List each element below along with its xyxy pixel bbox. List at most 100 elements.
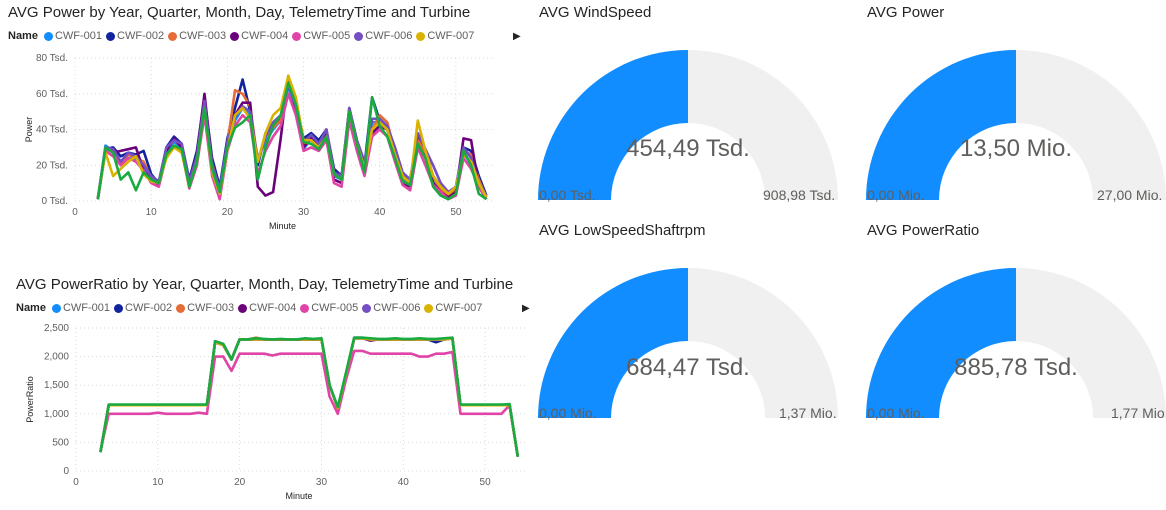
gauge-max-label: 908,98 Tsd. [763, 187, 836, 203]
gauge-windspeed[interactable]: AVG WindSpeed 454,49 Tsd. 0,00 Tsd. 908,… [533, 0, 858, 215]
legend-item[interactable]: CWF-006 [362, 302, 420, 314]
gauge-max-label: 1,77 Mio. [1111, 405, 1166, 421]
legend-item[interactable]: CWF-005 [292, 30, 350, 42]
x-tick-label: 20 [234, 477, 246, 488]
ratio-chart-legend: Name CWF-001 CWF-002 CWF-003 CWF-004 CWF-005… [16, 302, 486, 314]
legend-marker-icon [51, 303, 61, 313]
x-axis-title: Minute [285, 491, 312, 501]
gauge-title: AVG WindSpeed [539, 4, 652, 21]
legend-marker-icon [354, 31, 364, 41]
legend-label: CWF-003 [187, 302, 235, 314]
legend-marker-icon [168, 31, 178, 41]
legend-title: Name [8, 30, 38, 42]
gauge-min-label: 0,00 Tsd. [539, 187, 596, 203]
ratio-line-chart-visual[interactable]: AVG PowerRatio by Year, Quarter, Month, … [0, 268, 530, 510]
gauge-value: 13,50 Mio. [959, 135, 1073, 162]
legend-item[interactable]: CWF-003 [168, 30, 226, 42]
legend-label: CWF-007 [435, 302, 483, 314]
legend-label: CWF-004 [249, 302, 297, 314]
legend-marker-icon [43, 31, 53, 41]
legend-item[interactable]: CWF-006 [354, 30, 412, 42]
gauge-title: AVG Power [867, 4, 945, 21]
y-tick-label: 1,500 [44, 380, 69, 391]
y-tick-label: 500 [52, 437, 69, 448]
gauge-min-label: 0,00 Mio. [867, 405, 925, 421]
legend-item[interactable]: CWF-002 [106, 30, 164, 42]
legend-item[interactable]: CWF-007 [424, 302, 482, 314]
x-tick-label: 0 [73, 477, 79, 488]
y-tick-label: 0 Tsd. [42, 196, 69, 207]
series-line[interactable] [99, 336, 520, 457]
x-tick-label: 30 [298, 207, 310, 218]
y-tick-label: 1,000 [44, 409, 69, 420]
gauge-max-label: 1,37 Mio. [779, 405, 837, 421]
legend-label: CWF-003 [179, 30, 227, 42]
y-axis-title: PowerRatio [25, 376, 35, 423]
y-axis-title: Power [24, 117, 34, 143]
gauge-max-label: 27,00 Mio. [1097, 187, 1163, 203]
legend-label: CWF-002 [125, 302, 173, 314]
x-tick-label: 50 [480, 477, 492, 488]
y-tick-label: 80 Tsd. [36, 53, 68, 64]
legend-marker-icon [416, 31, 426, 41]
x-tick-label: 30 [316, 477, 328, 488]
gauge-min-label: 0,00 Mio. [867, 187, 925, 203]
gauge-value: 885,78 Tsd. [954, 354, 1078, 381]
legend-marker-icon [292, 31, 302, 41]
legend-item[interactable]: CWF-004 [238, 302, 296, 314]
legend-label: CWF-004 [241, 30, 289, 42]
y-tick-label: 60 Tsd. [36, 89, 68, 100]
gauge-lowspeedshaftrpm[interactable]: AVG LowSpeedShaftrpm 684,47 Tsd. 0,00 Mi… [533, 218, 858, 433]
gauge-powerratio[interactable]: AVG PowerRatio 885,78 Tsd. 0,00 Mio. 1,7… [861, 218, 1166, 433]
x-tick-label: 10 [152, 477, 164, 488]
legend-more-arrow-icon[interactable]: ▶ [522, 303, 530, 314]
power-chart-plot[interactable]: 0 Tsd. 20 Tsd. 40 Tsd. 60 Tsd. 80 Tsd. 0 10 20 3… [0, 0, 530, 245]
y-tick-label: 20 Tsd. [36, 160, 68, 171]
gauge-power[interactable]: AVG Power 13,50 Mio. 0,00 Mio. 27,00 Mio… [861, 0, 1166, 215]
legend-marker-icon [106, 31, 116, 41]
legend-label: CWF-005 [311, 302, 359, 314]
gauge-min-label: 0,00 Mio. [539, 405, 597, 421]
series-line[interactable] [96, 81, 488, 201]
y-tick-label: 2,500 [44, 323, 69, 334]
gauge-title: AVG PowerRatio [867, 222, 980, 239]
legend-marker-icon [424, 303, 434, 313]
ratio-chart-plot[interactable]: 0 500 1,000 1,500 2,000 2,500 0 10 20 30 40 50 Minut… [0, 268, 530, 510]
legend-title: Name [16, 302, 46, 314]
legend-item[interactable]: CWF-004 [230, 30, 288, 42]
series-line[interactable] [99, 349, 520, 457]
legend-item[interactable]: CWF-005 [300, 302, 358, 314]
x-tick-label: 50 [450, 207, 462, 218]
legend-item[interactable]: CWF-002 [114, 302, 172, 314]
legend-label: CWF-005 [303, 30, 351, 42]
legend-label: CWF-006 [373, 302, 421, 314]
legend-more-arrow-icon[interactable]: ▶ [513, 31, 521, 42]
legend-marker-icon [114, 303, 124, 313]
ratio-chart-title: AVG PowerRatio by Year, Quarter, Month, … [16, 276, 514, 293]
power-line-chart-visual[interactable]: AVG Power by Year, Quarter, Month, Day, … [0, 0, 530, 245]
gauge-title: AVG LowSpeedShaftrpm [539, 222, 706, 239]
legend-item[interactable]: CWF-007 [416, 30, 474, 42]
x-tick-label: 10 [146, 207, 158, 218]
gauge-value: 684,47 Tsd. [626, 354, 750, 381]
legend-item[interactable]: CWF-001 [43, 30, 102, 42]
legend-label: CWF-006 [365, 30, 413, 42]
legend-marker-icon [176, 303, 186, 313]
gauge-value: 454,49 Tsd. [626, 135, 750, 162]
legend-marker-icon [230, 31, 240, 41]
gauge-fill[interactable] [866, 268, 1016, 418]
legend-marker-icon [238, 303, 248, 313]
y-tick-label: 40 Tsd. [36, 125, 68, 136]
power-chart-title: AVG Power by Year, Quarter, Month, Day, … [8, 4, 471, 21]
x-tick-label: 20 [222, 207, 234, 218]
y-tick-label: 0 [63, 466, 69, 477]
legend-label: CWF-007 [427, 30, 475, 42]
legend-label: CWF-001 [62, 302, 111, 314]
gauge-fill[interactable] [538, 268, 688, 418]
legend-item[interactable]: CWF-001 [51, 302, 111, 314]
legend-item[interactable]: CWF-003 [176, 302, 234, 314]
gauge-fill[interactable] [866, 50, 1016, 200]
gauge-fill[interactable] [538, 50, 688, 200]
power-chart-legend: Name CWF-001 CWF-002 CWF-003 CWF-004 CWF-005… [8, 30, 478, 42]
x-tick-label: 40 [398, 477, 410, 488]
